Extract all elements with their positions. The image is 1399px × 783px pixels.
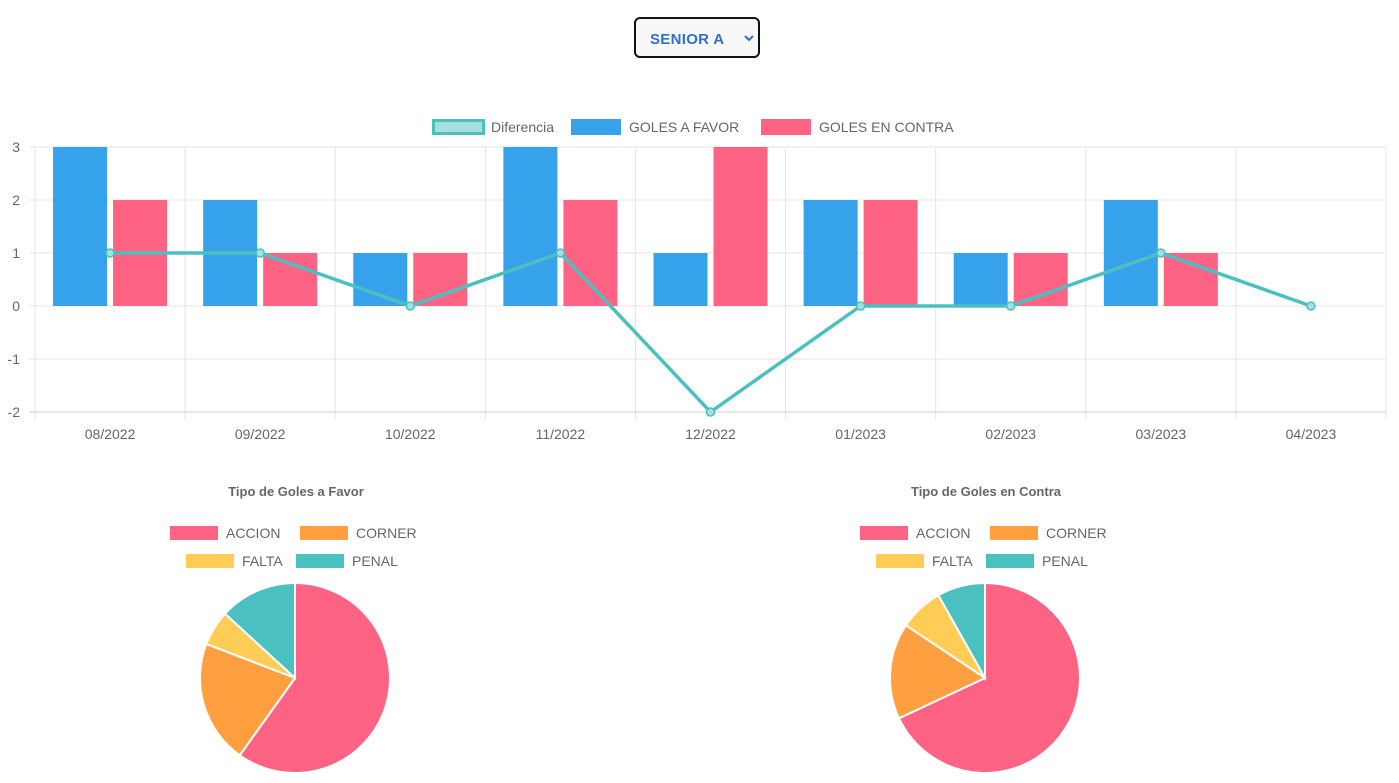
legend-item-falta: FALTA bbox=[876, 553, 973, 569]
point-diferencia bbox=[1306, 301, 1316, 311]
legend-item-penal: PENAL bbox=[986, 553, 1088, 569]
legend-item-goles-en-contra: GOLES EN CONTRA bbox=[761, 119, 954, 135]
legend-swatch bbox=[571, 119, 621, 135]
team-select-value: SENIOR A bbox=[650, 31, 725, 48]
bar-goles-en-contra bbox=[713, 147, 768, 306]
legend-label: FALTA bbox=[242, 553, 283, 569]
legend-item-corner: CORNER bbox=[300, 525, 417, 541]
bar-goles-en-contra bbox=[563, 200, 618, 306]
bar-goles-a-favor bbox=[953, 253, 1008, 306]
legend-item-accion: ACCION bbox=[860, 525, 970, 541]
bar-goles-en-contra bbox=[1013, 253, 1068, 306]
x-tick-label: 10/2022 bbox=[385, 426, 436, 442]
legend-swatch bbox=[432, 119, 485, 135]
legend-label: GOLES A FAVOR bbox=[629, 119, 739, 135]
legend-label: CORNER bbox=[356, 525, 417, 541]
legend-swatch bbox=[186, 554, 234, 568]
pie-slice-corner bbox=[889, 623, 988, 720]
point-diferencia bbox=[405, 301, 416, 311]
legend-label: ACCION bbox=[226, 525, 280, 541]
legend-swatch bbox=[300, 526, 348, 540]
point-diferencia bbox=[255, 248, 265, 258]
legend-label: ACCION bbox=[916, 525, 970, 541]
y-tick-label: 2 bbox=[12, 192, 20, 208]
legend-item-goles-a-favor: GOLES A FAVOR bbox=[571, 119, 739, 135]
bar-goles-a-favor bbox=[803, 200, 858, 306]
x-tick-label: 04/2023 bbox=[1286, 426, 1337, 442]
point-diferencia bbox=[705, 407, 716, 417]
legend-swatch bbox=[860, 526, 908, 540]
bar-goles-a-favor bbox=[1103, 200, 1158, 306]
y-tick-label: 1 bbox=[12, 245, 20, 261]
legend-swatch bbox=[876, 554, 924, 568]
legend-label: PENAL bbox=[352, 553, 398, 569]
x-tick-label: 11/2022 bbox=[536, 426, 586, 442]
x-tick-label: 09/2022 bbox=[235, 426, 286, 442]
legend-item-penal: PENAL bbox=[296, 553, 398, 569]
pie-title: Tipo de Goles en Contra bbox=[911, 484, 1062, 499]
x-tick-label: 03/2023 bbox=[1136, 426, 1187, 442]
point-diferencia bbox=[555, 248, 566, 258]
legend-label: GOLES EN CONTRA bbox=[819, 119, 954, 135]
goals-combo-chart: 3 2 1 0 -1 -2 08/2022 09/2022 10/2022 11/2022 12/2… bbox=[8, 119, 1387, 442]
bar-goles-a-favor bbox=[653, 253, 708, 306]
pie-slice-accion bbox=[238, 581, 391, 774]
x-tick-label: 12/2022 bbox=[685, 426, 736, 442]
legend-label: Diferencia bbox=[491, 119, 554, 135]
point-diferencia bbox=[855, 301, 866, 311]
y-tick-label: 3 bbox=[12, 139, 20, 155]
pie-slice-corner bbox=[199, 642, 297, 757]
legend-item-accion: ACCION bbox=[170, 525, 280, 541]
goles-contra-pie-chart: Tipo de Goles en Contra ACCION CORNER FALTA… bbox=[860, 484, 1107, 774]
point-diferencia bbox=[1005, 301, 1016, 311]
bar-goles-a-favor bbox=[53, 147, 108, 306]
legend-item-diferencia: Diferencia bbox=[432, 119, 554, 135]
pie-slice-penal bbox=[223, 581, 296, 681]
bar-goles-a-favor bbox=[503, 147, 558, 306]
chevron-down-icon bbox=[744, 35, 754, 42]
legend-item-falta: FALTA bbox=[186, 553, 283, 569]
bar-goles-en-contra bbox=[1163, 253, 1218, 306]
point-diferencia bbox=[1156, 248, 1166, 258]
x-tick-label: 02/2023 bbox=[985, 426, 1036, 442]
legend-swatch bbox=[986, 554, 1034, 568]
pie-title: Tipo de Goles a Favor bbox=[228, 484, 364, 499]
x-tick-label: 01/2023 bbox=[835, 426, 886, 442]
legend-label: FALTA bbox=[932, 553, 973, 569]
point-diferencia bbox=[105, 248, 115, 258]
legend-item-corner: CORNER bbox=[990, 525, 1107, 541]
legend-swatch bbox=[990, 526, 1038, 540]
team-select[interactable]: SENIOR A bbox=[634, 17, 760, 58]
y-tick-label: 0 bbox=[12, 298, 20, 314]
y-tick-label: -1 bbox=[8, 351, 21, 367]
bar-goles-en-contra bbox=[863, 200, 918, 306]
bar-goles-en-contra bbox=[413, 253, 468, 306]
y-tick-label: -2 bbox=[8, 404, 21, 420]
pie-slice-penal bbox=[937, 581, 986, 682]
goles-favor-pie-chart: Tipo de Goles a Favor ACCION CORNER FALTA PE… bbox=[170, 484, 417, 774]
legend-label: PENAL bbox=[1042, 553, 1088, 569]
x-tick-label: 08/2022 bbox=[85, 426, 136, 442]
legend-swatch bbox=[296, 554, 344, 568]
bar-goles-a-favor bbox=[353, 253, 408, 306]
legend-label: CORNER bbox=[1046, 525, 1107, 541]
legend-swatch bbox=[761, 119, 811, 135]
pie-slice-accion bbox=[897, 581, 1081, 774]
bar-goles-en-contra bbox=[263, 253, 318, 306]
legend-swatch bbox=[170, 526, 218, 540]
